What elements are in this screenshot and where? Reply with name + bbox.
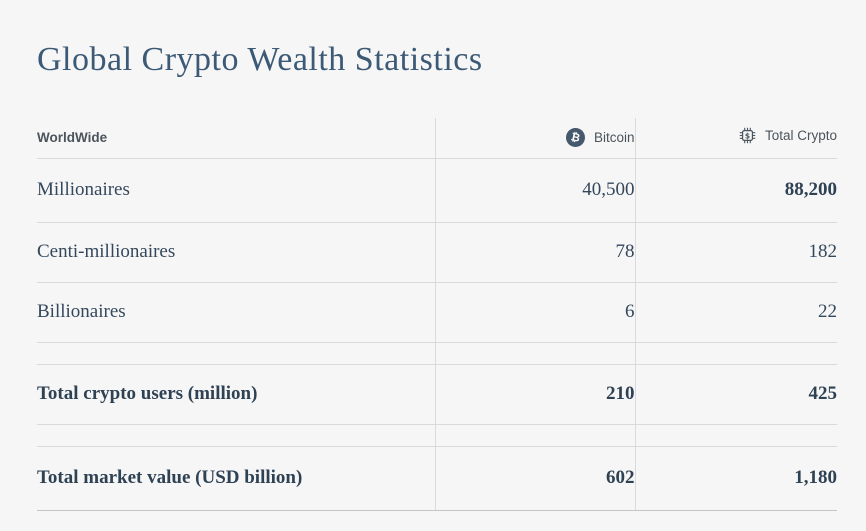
row-label-cell: Total market value (USD billion) bbox=[37, 446, 435, 511]
spacer-cell bbox=[434, 424, 635, 447]
total-crypto-value-cell: 88,200 bbox=[634, 158, 837, 223]
row-label-cell: Centi-millionaires bbox=[37, 222, 435, 283]
table-row: Billionaires 6 22 bbox=[37, 282, 837, 343]
total-crypto-value-cell: 425 bbox=[634, 364, 837, 425]
worldwide-header-cell: WorldWide bbox=[37, 118, 435, 159]
spacer-cell bbox=[634, 424, 837, 447]
spacer-row bbox=[37, 424, 837, 447]
svg-text:$: $ bbox=[745, 131, 750, 140]
total-crypto-value-cell: 22 bbox=[634, 282, 837, 343]
row-label-cell: Total crypto users (million) bbox=[37, 364, 435, 425]
bitcoin-value-cell: 40,500 bbox=[434, 158, 635, 223]
total-crypto-header-label: Total Crypto bbox=[764, 127, 837, 143]
bitcoin-value-cell: 602 bbox=[434, 446, 635, 511]
chip-dollar-icon: $ bbox=[739, 127, 756, 143]
bitcoin-value-cell: 6 bbox=[434, 282, 635, 343]
table-row: Millionaires 40,500 88,200 bbox=[37, 158, 837, 223]
spacer-cell bbox=[37, 424, 435, 447]
header-row: WorldWide ₿ Bitcoin bbox=[37, 118, 837, 159]
bitcoin-header-label: Bitcoin bbox=[593, 130, 635, 146]
table-body: Millionaires 40,500 88,200 Centi-millionair… bbox=[37, 158, 837, 511]
total-crypto-header-cell: $ Total Crypto bbox=[634, 118, 837, 159]
total-crypto-value-cell: 1,180 bbox=[634, 446, 837, 511]
spacer-cell bbox=[434, 342, 635, 365]
spacer-row bbox=[37, 342, 837, 365]
spacer-cell bbox=[37, 342, 435, 365]
bitcoin-icon: ₿ bbox=[565, 128, 585, 148]
total-crypto-value-cell: 182 bbox=[634, 222, 837, 283]
table-row: Centi-millionaires 78 182 bbox=[37, 222, 837, 283]
page-title: Global Crypto Wealth Statistics bbox=[37, 40, 483, 78]
row-label-cell: Millionaires bbox=[37, 158, 435, 223]
stats-table: WorldWide ₿ Bitcoin bbox=[37, 118, 837, 511]
bitcoin-value-cell: 210 bbox=[434, 364, 635, 425]
bitcoin-header-cell: ₿ Bitcoin bbox=[434, 118, 635, 159]
table-row: Total market value (USD billion) 602 1,180 bbox=[37, 446, 837, 511]
spacer-cell bbox=[634, 342, 837, 365]
row-label-cell: Billionaires bbox=[37, 282, 435, 343]
bitcoin-value-cell: 78 bbox=[434, 222, 635, 283]
table-row: Total crypto users (million) 210 425 bbox=[37, 364, 837, 425]
